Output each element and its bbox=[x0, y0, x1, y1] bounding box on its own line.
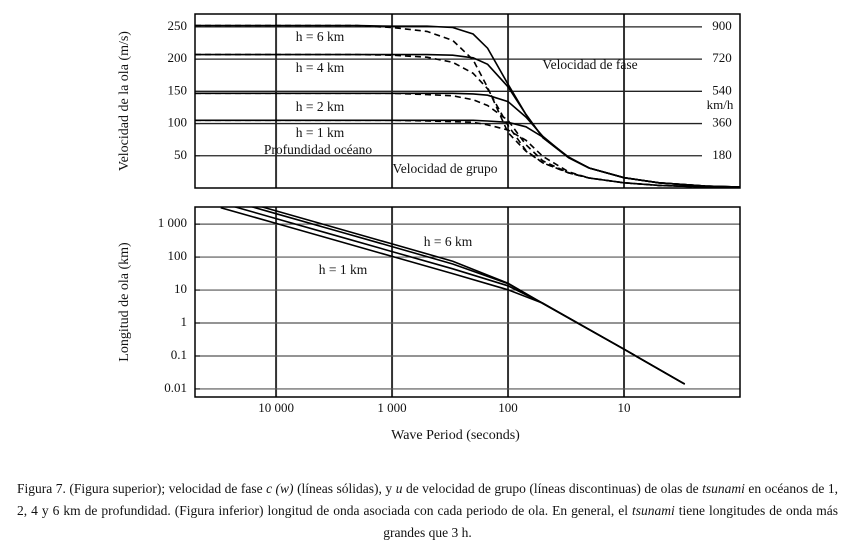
plot: 50 100 150 200 250 180 360 540 720 900 km/h Velocid… bbox=[117, 13, 741, 189]
y-tick-label: 100 bbox=[168, 248, 188, 263]
annotation: h = 6 km bbox=[296, 29, 345, 44]
caption-text: (líneas sólidas), y bbox=[293, 481, 396, 496]
y-tick-label: 100 bbox=[168, 115, 188, 130]
caption-text: c (w) bbox=[266, 481, 294, 496]
series-line bbox=[232, 207, 686, 385]
caption-text: en océanos de 1, 2, 4 y 6 km de profundi… bbox=[17, 481, 838, 518]
annotation: Velocidad de fase bbox=[542, 57, 637, 72]
caption-text: Figura 7. (Figura superior); velocidad d… bbox=[17, 481, 267, 496]
y2-tick-label: 900 bbox=[712, 18, 732, 33]
y-tick-label: 1 bbox=[181, 314, 188, 329]
y2-tick-label: 540 bbox=[712, 82, 732, 97]
charts: 50 100 150 200 250 180 360 540 720 900 km/h Velocid… bbox=[117, 13, 741, 443]
y-tick-label: 200 bbox=[168, 50, 188, 65]
y-axis-label: Velocidad de la ola (m/s) bbox=[117, 31, 132, 171]
y-tick-label: 50 bbox=[174, 147, 187, 162]
caption: Figura 7. (Figura superior); velocidad d… bbox=[17, 478, 838, 544]
series-line bbox=[259, 207, 686, 385]
x-tick-label: 10 bbox=[618, 400, 631, 415]
y-tick-label: 0.1 bbox=[171, 347, 187, 362]
series-line bbox=[195, 53, 740, 188]
caption-text: tsunami bbox=[631, 503, 675, 518]
y-axis-label: Longitud de ola (km) bbox=[117, 242, 132, 362]
y2-tick-label: 360 bbox=[712, 115, 732, 130]
caption-text: de velocidad de grupo (líneas discontinu… bbox=[402, 481, 703, 496]
plot: 1 000 100 10 1 0.1 0.01 10 000 1 000 100 10 Wave P… bbox=[117, 206, 741, 443]
annotation: h = 1 km bbox=[296, 125, 345, 140]
x-axis-label: Wave Period (seconds) bbox=[391, 428, 520, 443]
annotation: Profundidad océano bbox=[264, 142, 373, 157]
caption-text: tiene longitudes de onda más grandes que… bbox=[383, 503, 838, 540]
series-line bbox=[195, 119, 740, 188]
y-tick-label: 150 bbox=[168, 82, 188, 97]
series-line bbox=[195, 24, 740, 188]
caption-text: tsunami bbox=[702, 481, 745, 496]
caption-text: u bbox=[395, 481, 403, 496]
y2-tick-label: 180 bbox=[712, 147, 732, 162]
annotation: Velocidad de grupo bbox=[393, 161, 498, 176]
plot-frame bbox=[194, 13, 741, 189]
x-tick-label: 10 000 bbox=[258, 400, 294, 415]
x-tick-label: 1 000 bbox=[377, 400, 406, 415]
y-tick-label: 0.01 bbox=[164, 380, 187, 395]
x-tick-label: 100 bbox=[498, 400, 518, 415]
y2-tick-label: 720 bbox=[712, 50, 732, 65]
y-tick-label: 1 000 bbox=[158, 215, 187, 230]
y2-axis-label: km/h bbox=[707, 97, 734, 112]
annotation: h = 2 km bbox=[296, 99, 345, 114]
plot-frame bbox=[194, 206, 741, 398]
annotation: h = 4 km bbox=[296, 60, 345, 75]
y-tick-label: 250 bbox=[168, 18, 188, 33]
annotation: h = 6 km bbox=[424, 234, 473, 249]
annotation: h = 1 km bbox=[319, 262, 368, 277]
y-tick-label: 10 bbox=[174, 281, 187, 296]
